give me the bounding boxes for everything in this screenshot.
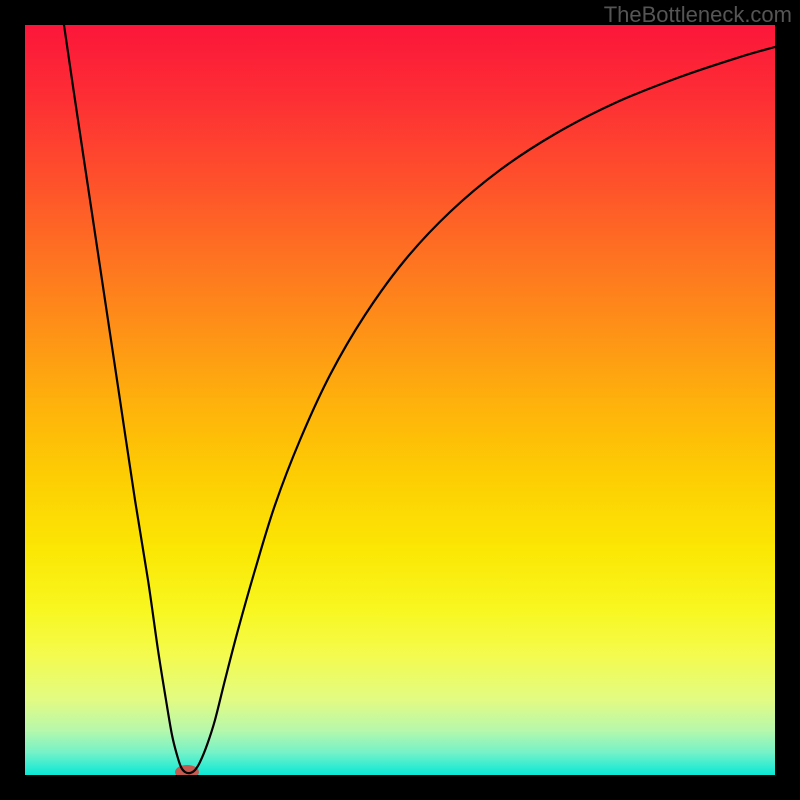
plot-border-left — [0, 0, 25, 800]
bottleneck-chart — [0, 0, 800, 800]
plot-border-top — [0, 0, 800, 25]
plot-border-right — [775, 0, 800, 800]
chart-container: TheBottleneck.com — [0, 0, 800, 800]
plot-gradient — [25, 25, 775, 775]
plot-border-bottom — [0, 775, 800, 800]
